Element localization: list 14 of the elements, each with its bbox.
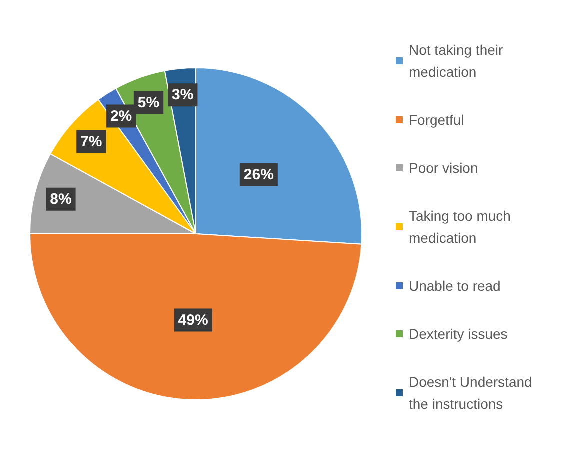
legend-label: Taking too much medication bbox=[409, 208, 515, 246]
legend-label: Not taking their medication bbox=[409, 42, 508, 80]
data-label: 7% bbox=[80, 133, 102, 150]
legend-label: Dexterity issues bbox=[409, 326, 508, 342]
data-label: 2% bbox=[110, 108, 132, 125]
legend-label: Doesn't Understand the instructions bbox=[409, 374, 536, 412]
data-label: 8% bbox=[50, 190, 72, 208]
legend-label: Unable to read bbox=[409, 278, 501, 294]
legend-label: Poor vision bbox=[409, 160, 478, 176]
data-label: 5% bbox=[138, 94, 160, 112]
data-label: 3% bbox=[172, 86, 194, 104]
data-label: 49% bbox=[178, 312, 208, 329]
data-label: 26% bbox=[244, 166, 274, 184]
legend-label: Forgetful bbox=[409, 112, 464, 128]
